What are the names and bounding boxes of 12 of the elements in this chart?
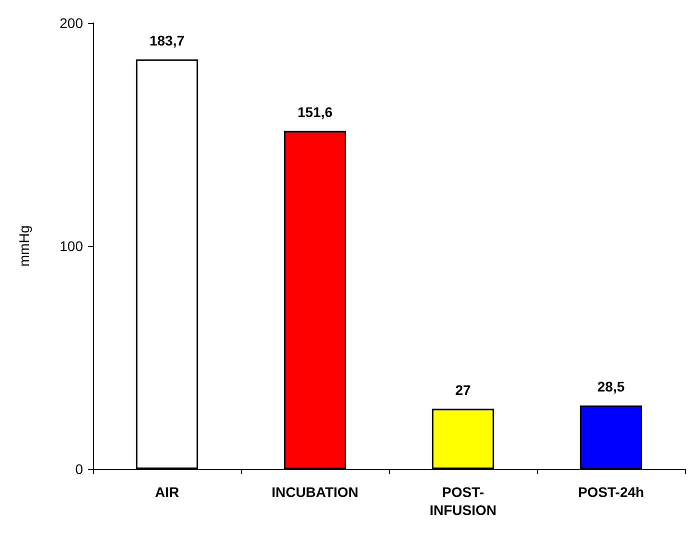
data-label: 27 (455, 382, 471, 398)
y-tick-label: 200 (60, 15, 84, 31)
x-tick-label: POST-INFUSION (430, 484, 496, 518)
x-tick-label: AIR (154, 484, 180, 500)
data-label: 183,7 (149, 32, 185, 48)
x-tick-label: POST-24h (578, 484, 644, 500)
x-tick-label: INCUBATION (272, 484, 358, 500)
data-label: 28,5 (597, 378, 625, 394)
data-label: 151,6 (297, 104, 333, 120)
y-axis-title: mmHg (16, 225, 32, 267)
y-tick-label: 0 (75, 461, 84, 477)
y-tick-label: 100 (60, 238, 84, 254)
